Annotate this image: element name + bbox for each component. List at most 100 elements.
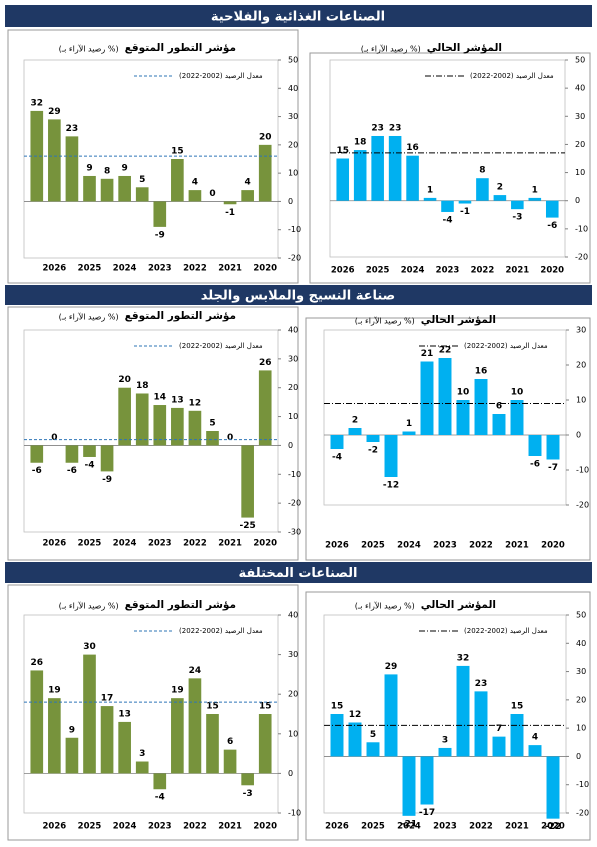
- bar: [406, 155, 419, 201]
- bar: [511, 200, 524, 210]
- x-tick-label: 2021: [218, 539, 242, 549]
- data-label: 24: [189, 666, 202, 676]
- y-tick-label: 50: [288, 56, 298, 65]
- x-tick-label: 2025: [361, 541, 385, 551]
- y-tick-label: 30: [575, 112, 585, 121]
- data-label: 2: [352, 416, 358, 426]
- data-label: 9: [122, 163, 128, 173]
- data-label: -12: [383, 481, 399, 491]
- bar: [384, 674, 398, 757]
- bar: [458, 200, 472, 204]
- chart-title: المؤشر الحالي: [421, 599, 496, 611]
- chart-title: مؤشر التطور المتوقع: [125, 310, 236, 322]
- legend-label: معدل الرصيد (2002-2022): [464, 627, 548, 635]
- y-tick-label: 20: [576, 361, 586, 370]
- x-tick-label: 2026: [43, 264, 67, 274]
- y-tick-label: 20: [575, 140, 585, 149]
- data-label: 6: [496, 402, 502, 412]
- data-label: -3: [512, 213, 522, 223]
- bar: [171, 407, 184, 446]
- bar: [492, 414, 506, 435]
- section-header: [5, 5, 592, 27]
- bar: [402, 431, 416, 435]
- data-label: -4: [443, 215, 453, 225]
- data-label: 10: [457, 388, 470, 398]
- data-label: 0: [227, 433, 233, 443]
- data-label: 8: [104, 166, 110, 176]
- data-label: -4: [85, 460, 95, 470]
- legend-label: معدل الرصيد (2002-2022): [179, 627, 263, 635]
- section-title: الصناعات المختلفة: [239, 566, 358, 581]
- data-label: 15: [206, 702, 219, 712]
- bar: [153, 405, 167, 446]
- y-tick-label: 50: [576, 611, 586, 620]
- plot-area: [329, 59, 566, 258]
- y-tick-label: 40: [575, 84, 585, 93]
- data-label: -6: [32, 466, 42, 476]
- section-title: الصناعات الغذائية والفلاحية: [211, 10, 385, 25]
- data-label: 20: [118, 375, 131, 385]
- bar: [258, 714, 272, 774]
- y-tick-label: -30: [288, 528, 301, 537]
- x-tick-label: 2021: [218, 822, 242, 832]
- y-tick-label: 50: [575, 56, 585, 65]
- bar: [135, 393, 149, 446]
- bar: [223, 201, 237, 205]
- x-tick-label: 2021: [505, 822, 529, 832]
- data-label: 23: [475, 679, 488, 689]
- bar: [384, 435, 398, 477]
- data-label: 0: [51, 433, 57, 443]
- y-tick-label: 10: [576, 396, 586, 405]
- x-tick-label: 2022: [183, 264, 207, 274]
- data-label: 1: [532, 185, 538, 195]
- data-label: 4: [245, 178, 251, 188]
- y-tick-label: 30: [288, 112, 298, 121]
- bar: [100, 445, 114, 472]
- bar: [188, 678, 202, 774]
- bar: [510, 714, 524, 757]
- bar: [545, 200, 559, 218]
- x-tick-label: 2026: [331, 266, 355, 276]
- data-label: -9: [102, 475, 112, 485]
- y-tick-label: -20: [288, 499, 301, 508]
- x-tick-label: 2025: [78, 539, 102, 549]
- bar: [83, 445, 96, 457]
- data-label: 19: [171, 686, 184, 696]
- y-tick-label: -10: [288, 809, 301, 818]
- bar: [366, 742, 380, 757]
- x-tick-label: 2024: [397, 822, 421, 832]
- data-label: -4: [155, 793, 165, 803]
- bar: [65, 737, 79, 774]
- data-label: 23: [389, 123, 402, 133]
- bar: [336, 158, 350, 201]
- data-label: -2: [368, 446, 378, 456]
- data-label: 32: [457, 653, 470, 663]
- data-label: 7: [496, 724, 502, 734]
- y-tick-label: 10: [288, 412, 298, 421]
- chart-subtitle: (رصيد الآراء بـ %): [59, 312, 119, 322]
- legend-label: معدل الرصيد (2002-2022): [470, 72, 554, 80]
- bar: [153, 201, 167, 227]
- data-label: 13: [118, 709, 131, 719]
- bar: [423, 197, 437, 201]
- bar: [456, 400, 470, 435]
- data-label: 5: [370, 730, 376, 740]
- bar: [474, 691, 488, 757]
- bar: [438, 358, 452, 435]
- bar: [528, 197, 542, 201]
- bar: [206, 714, 219, 774]
- plot-area: [323, 329, 567, 506]
- bar: [330, 714, 344, 757]
- y-tick-label: -20: [575, 253, 588, 262]
- chart-panel: [7, 306, 299, 561]
- y-tick-label: -20: [576, 501, 589, 510]
- bar: [420, 361, 434, 435]
- data-label: 19: [48, 686, 61, 696]
- bar: [402, 756, 416, 816]
- y-tick-label: 0: [576, 752, 581, 761]
- section-title: صناعة النسيج والملابس والجلد: [201, 289, 396, 304]
- data-label: -7: [548, 463, 558, 473]
- data-label: -17: [419, 808, 435, 818]
- data-label: 2: [497, 183, 503, 193]
- data-label: 26: [259, 358, 272, 368]
